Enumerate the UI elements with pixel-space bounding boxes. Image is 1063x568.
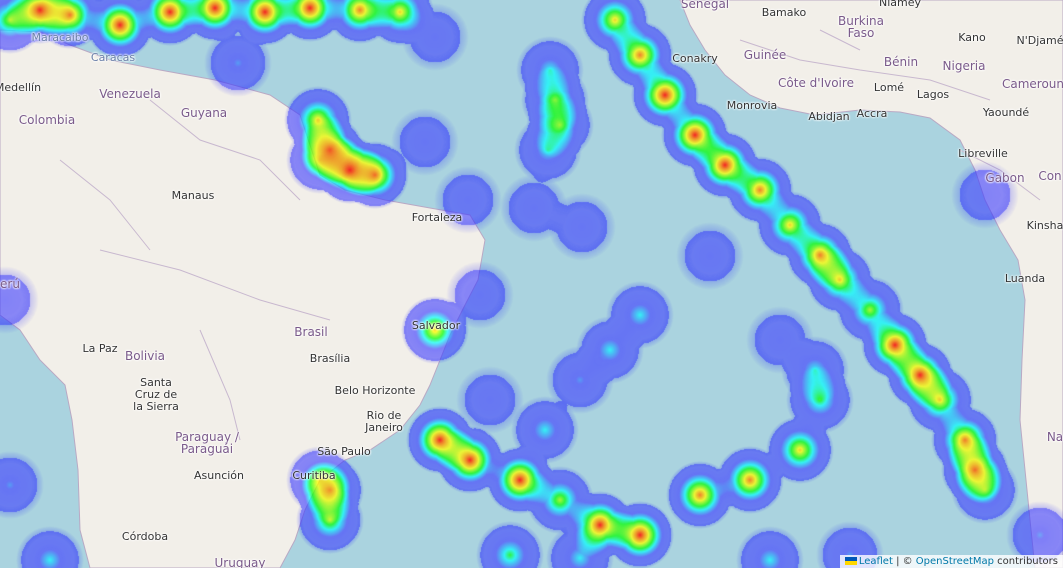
- map-label-burkinafaso: Burkina Faso: [837, 14, 885, 40]
- map-label-luanda: Luanda: [1004, 272, 1046, 285]
- map-label-caracas: Caracas: [90, 51, 136, 64]
- map-label-brasilia: Brasília: [309, 352, 351, 365]
- leaflet-link[interactable]: Leaflet: [858, 556, 893, 567]
- map-label-ndjamena: N'Djamé: [1016, 34, 1063, 47]
- map-label-lagos: Lagos: [916, 88, 950, 101]
- map-label-nigeria: Nigeria: [942, 59, 986, 73]
- map-label-abidjan: Abidjan: [808, 110, 850, 123]
- attribution-suffix: contributors: [994, 556, 1058, 567]
- map-label-lome: Lomé: [873, 81, 905, 94]
- map-attribution: Leaflet | © OpenStreetMap contributors: [839, 555, 1063, 568]
- map-label-cameroun: Cameroun: [1001, 77, 1063, 91]
- map-label-brasil: Brasil: [294, 325, 328, 339]
- map-label-santacruz: Santa Cruz de la Sierra: [133, 376, 179, 413]
- map-label-curitiba: Curitiba: [292, 469, 336, 482]
- map-label-conakry: Conakry: [672, 52, 718, 65]
- map-label-bamako: Bamako: [761, 6, 807, 19]
- map-label-salvador: Salvador: [411, 319, 461, 332]
- map-label-namibia: Na: [1046, 430, 1063, 444]
- map-label-guinee: Guinée: [743, 48, 787, 62]
- map-label-kinshasa: Kinsha: [1026, 219, 1063, 232]
- map-label-libreville: Libreville: [958, 147, 1008, 160]
- map-label-guyana: Guyana: [180, 106, 228, 120]
- map-label-belohorizonte: Belo Horizonte: [334, 384, 416, 397]
- map-label-riodejaneiro: Rio de Janeiro: [365, 409, 403, 434]
- map-label-lapaz: La Paz: [82, 342, 118, 355]
- map-label-niamey: Niamey: [878, 0, 922, 9]
- map-label-colombia: Colombia: [18, 113, 76, 127]
- map-label-paraguay: Paraguay / Paraguái: [175, 430, 239, 456]
- map-label-peru: erú: [0, 277, 20, 291]
- map-label-bolivia: Bolivia: [124, 349, 166, 363]
- map-label-gabon: Gabon: [985, 171, 1025, 185]
- map-label-medellin: Medellín: [0, 81, 42, 94]
- map-label-senegal: Sénégal: [680, 0, 730, 11]
- map-label-saopaulo: São Paulo: [317, 445, 371, 458]
- osm-link[interactable]: OpenStreetMap: [915, 556, 994, 567]
- map-label-cordoba: Córdoba: [121, 530, 169, 543]
- map-label-uruguay: Uruguay: [214, 556, 266, 568]
- map-label-accra: Accra: [856, 107, 888, 120]
- map-label-congo: Con: [1038, 169, 1062, 183]
- map-label-cotedivoire: Côte d'Ivoire: [778, 76, 854, 90]
- ukraine-flag-icon: [844, 557, 857, 565]
- attribution-separator: | ©: [892, 556, 916, 567]
- map-label-yaounde: Yaoundé: [982, 106, 1030, 119]
- map-label-monrovia: Monrovia: [726, 99, 778, 112]
- map-label-benin: Bénin: [883, 55, 919, 69]
- map-label-asuncion: Asunción: [193, 469, 245, 482]
- map-label-maracaibo: Maracaibo: [31, 31, 89, 44]
- map-label-kano: Kano: [958, 31, 986, 44]
- map-label-fortaleza: Fortaleza: [411, 211, 463, 224]
- map-label-manaus: Manaus: [171, 189, 215, 202]
- map-label-venezuela: Venezuela: [99, 87, 161, 101]
